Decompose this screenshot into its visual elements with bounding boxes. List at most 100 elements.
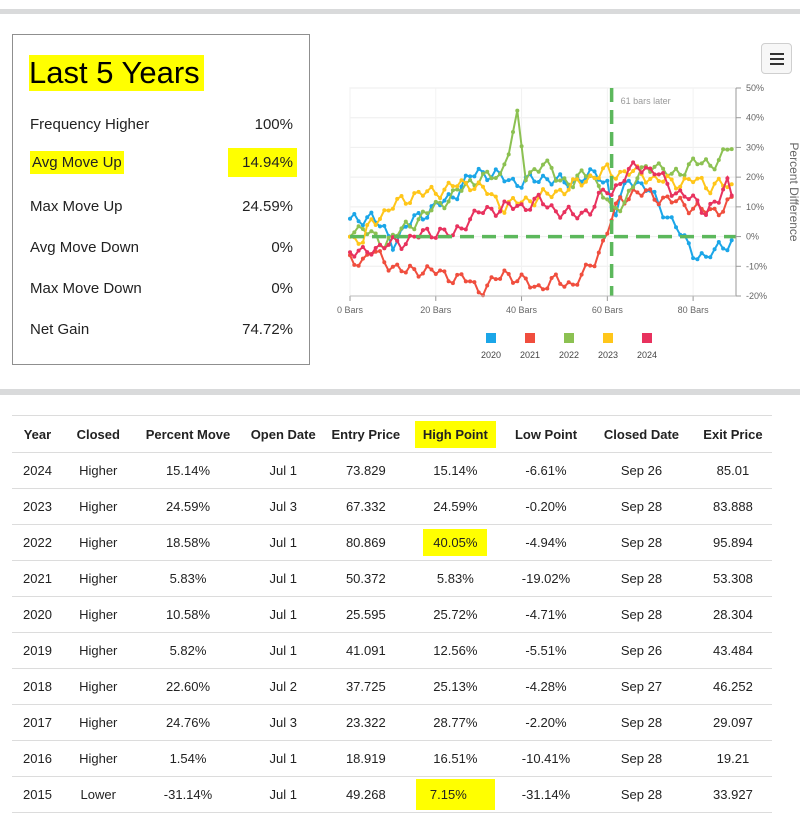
data-point [725, 248, 730, 253]
data-point [386, 268, 391, 273]
table-cell: 5.83% [133, 560, 243, 597]
table-row: 2017 Higher 24.76% Jul 3 23.322 28.77% -2.20% S… [12, 704, 772, 741]
table-cell: Jul 1 [242, 452, 324, 489]
data-point [652, 172, 657, 177]
results-table: Year Closed Percent Move Open Date Entry Pri… [12, 415, 772, 813]
data-point [390, 247, 395, 252]
data-point [695, 198, 700, 203]
summary-row-avg-move-up: Avg Move Up 14.94% [30, 148, 297, 177]
data-point [511, 280, 515, 285]
data-point [511, 196, 515, 200]
data-point [399, 247, 404, 251]
table-cell: Sep 28 [589, 524, 694, 561]
data-point [712, 199, 717, 204]
legend-label-2023: 2023 [598, 350, 618, 360]
x-tick-label: 20 Bars [420, 305, 452, 315]
seasonality-chart: 61 bars later 50% 40% 30% 20% 10% 0% -10% -20% 0… [337, 83, 800, 360]
table-cell: -31.14% [133, 776, 243, 813]
data-point [373, 246, 378, 250]
data-point [365, 215, 370, 220]
table-cell: Higher [62, 488, 134, 525]
data-point [661, 195, 666, 200]
data-point [725, 176, 730, 181]
data-point [523, 208, 528, 212]
data-point [352, 230, 357, 235]
data-point [665, 181, 670, 186]
data-point [553, 209, 558, 214]
data-point [618, 195, 623, 200]
data-point [450, 184, 455, 189]
table-cell: 33.927 [693, 776, 772, 813]
data-point [704, 213, 708, 217]
data-point [545, 286, 550, 291]
data-point [716, 200, 721, 205]
data-point [613, 213, 618, 218]
summary-value: 14.94% [228, 148, 297, 177]
data-point [661, 215, 666, 220]
data-point [523, 195, 528, 200]
table-cell: 46.252 [693, 668, 772, 705]
data-point [592, 169, 597, 174]
data-point [553, 272, 558, 277]
data-point [412, 227, 417, 232]
data-point [442, 206, 447, 211]
column-header-year: Year [12, 415, 63, 453]
data-point [631, 185, 636, 190]
data-point [360, 223, 365, 228]
data-point [356, 263, 361, 268]
data-point [412, 191, 417, 196]
summary-row-max-move-down: Max Move Down 0% [30, 280, 293, 302]
data-point [656, 202, 661, 207]
data-point [691, 180, 696, 185]
data-point [669, 215, 674, 220]
data-point [596, 190, 601, 195]
table-cell: Jul 2 [242, 668, 324, 705]
data-point [455, 197, 460, 202]
table-cell: 10.58% [133, 596, 243, 633]
data-point [416, 217, 421, 222]
table-row: 2015 Lower -31.14% Jul 1 49.268 7.15% -31.14% S… [12, 776, 772, 813]
data-point [506, 201, 511, 206]
data-point [429, 184, 434, 189]
data-point [498, 276, 503, 281]
data-point [541, 173, 545, 178]
table-cell: 50.372 [323, 560, 408, 597]
table-cell: Jul 1 [242, 560, 324, 597]
data-point [420, 217, 425, 222]
data-point [463, 180, 468, 185]
data-point [674, 186, 678, 191]
data-point [455, 187, 460, 192]
hamburger-icon-line [770, 63, 784, 65]
data-point [433, 191, 438, 196]
data-point [498, 172, 503, 177]
legend-label-2021: 2021 [520, 350, 540, 360]
data-point [485, 169, 490, 174]
chart-menu-button[interactable] [761, 43, 792, 74]
data-point [665, 194, 670, 199]
hamburger-icon-line [770, 53, 784, 55]
data-point [450, 281, 455, 286]
summary-value: 0% [271, 280, 293, 297]
data-point [699, 251, 704, 256]
data-point [669, 193, 674, 198]
data-point [601, 166, 605, 171]
data-point [613, 183, 618, 188]
data-point [686, 177, 691, 182]
table-cell: -31.14% [502, 776, 590, 813]
data-point [596, 176, 601, 181]
data-point [455, 272, 460, 277]
data-point [661, 166, 666, 171]
data-point [639, 181, 644, 186]
table-cell: 2019 [12, 632, 63, 669]
data-point [528, 207, 533, 212]
data-point [523, 276, 528, 281]
data-point [395, 196, 400, 201]
table-cell: -6.61% [502, 452, 590, 489]
data-point [481, 211, 485, 215]
summary-label: Max Move Down [30, 280, 142, 297]
data-point [386, 208, 391, 213]
data-point [438, 226, 443, 231]
data-point [549, 182, 554, 187]
series-markers-2024 [348, 160, 734, 259]
data-point [721, 209, 726, 214]
